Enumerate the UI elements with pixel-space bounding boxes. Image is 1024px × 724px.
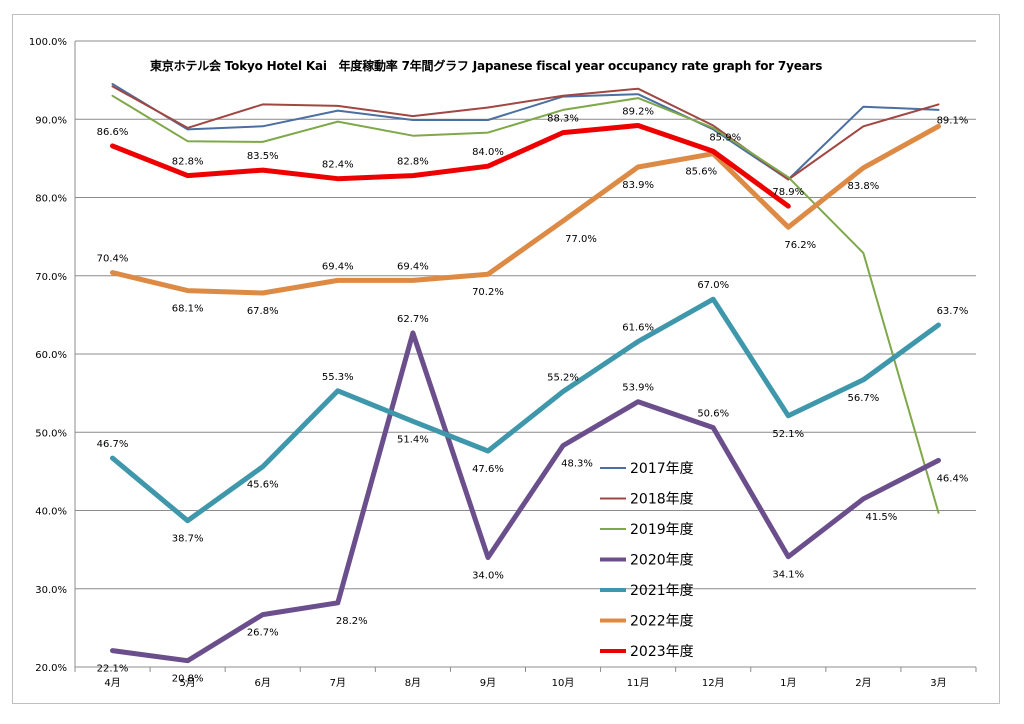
series-line-2020年度 — [110, 330, 941, 664]
data-label: 61.6% — [622, 322, 654, 333]
data-label: 51.4% — [397, 434, 429, 445]
y-tick-label: 30.0% — [35, 585, 67, 596]
data-label: 20.8% — [172, 674, 204, 685]
legend-label: 2018年度 — [630, 492, 694, 508]
data-label: 78.9% — [772, 187, 804, 198]
data-label: 86.6% — [97, 127, 129, 138]
data-label: 63.7% — [937, 306, 969, 317]
data-label: 89.1% — [937, 115, 969, 126]
data-label: 22.1% — [97, 664, 129, 675]
legend-label: 2020年度 — [630, 553, 694, 569]
data-label: 26.7% — [247, 628, 279, 639]
legend-label: 2022年度 — [630, 614, 694, 630]
data-label: 89.2% — [622, 107, 654, 118]
y-tick-label: 20.0% — [35, 663, 67, 674]
y-tick-label: 70.0% — [35, 272, 67, 283]
data-label: 85.6% — [685, 167, 717, 178]
y-tick-label: 40.0% — [35, 507, 67, 518]
series-line-2023年度 — [110, 123, 791, 209]
data-label: 70.4% — [97, 254, 129, 265]
data-label: 69.4% — [397, 261, 429, 272]
x-tick-label: 9月 — [480, 677, 496, 689]
data-label: 70.2% — [472, 287, 504, 298]
data-label: 28.2% — [336, 616, 368, 627]
x-tick-label: 3月 — [930, 677, 946, 689]
y-tick-label: 80.0% — [35, 194, 67, 205]
data-label: 67.8% — [247, 306, 279, 317]
x-tick-label: 6月 — [255, 677, 271, 689]
data-label: 52.1% — [772, 429, 804, 440]
data-label: 62.7% — [397, 314, 429, 325]
data-label: 85.9% — [709, 132, 741, 143]
data-label: 53.9% — [622, 383, 654, 394]
data-label: 55.3% — [322, 372, 354, 383]
data-label: 45.6% — [247, 480, 279, 491]
data-label: 83.8% — [847, 181, 879, 192]
x-tick-label: 7月 — [330, 677, 346, 689]
data-label: 77.0% — [565, 234, 597, 245]
series-line-2022年度 — [110, 123, 941, 296]
data-label: 48.3% — [561, 459, 593, 470]
series-line-2018年度 — [111, 85, 940, 181]
x-tick-label: 4月 — [104, 677, 120, 689]
data-label: 55.2% — [547, 373, 579, 384]
y-tick-label: 90.0% — [35, 115, 67, 126]
data-label: 84.0% — [472, 147, 504, 158]
series-line-2017年度 — [111, 83, 940, 181]
data-label: 88.3% — [547, 114, 579, 125]
data-label: 82.8% — [397, 157, 429, 168]
data-label: 69.4% — [322, 261, 354, 272]
data-label: 82.4% — [322, 160, 354, 171]
data-label: 83.5% — [247, 151, 279, 162]
chart-frame — [12, 14, 1000, 704]
y-tick-label: 50.0% — [35, 428, 67, 439]
data-label: 76.2% — [784, 240, 816, 251]
x-tick-label: 12月 — [702, 677, 725, 689]
data-label: 34.1% — [772, 570, 804, 581]
chart-title: 東京ホテル会 Tokyo Hotel Kai 年度稼動率 7年間グラフ Japa… — [150, 59, 823, 73]
x-tick-label: 8月 — [405, 677, 421, 689]
legend-label: 2023年度 — [630, 644, 694, 660]
data-label: 46.4% — [937, 473, 969, 484]
data-label: 67.0% — [697, 280, 729, 291]
legend-label: 2021年度 — [630, 583, 694, 599]
data-label: 82.8% — [172, 157, 204, 168]
y-tick-label: 100.0% — [29, 37, 67, 48]
data-label: 46.7% — [97, 439, 129, 450]
data-label: 34.0% — [472, 570, 504, 581]
series-line-2021年度 — [110, 296, 941, 524]
x-tick-label: 2月 — [855, 677, 871, 689]
data-label: 38.7% — [172, 534, 204, 545]
series-line-2019年度 — [111, 94, 940, 514]
y-tick-label: 60.0% — [35, 350, 67, 361]
x-tick-label: 1月 — [780, 677, 796, 689]
data-label: 56.7% — [847, 393, 879, 404]
x-tick-label: 11月 — [627, 677, 650, 689]
data-label: 50.6% — [697, 409, 729, 420]
x-tick-label: 5月 — [179, 677, 195, 689]
x-tick-label: 10月 — [552, 677, 575, 689]
data-label: 83.9% — [622, 180, 654, 191]
data-label: 68.1% — [172, 304, 204, 315]
data-label: 41.5% — [865, 512, 897, 523]
legend-label: 2019年度 — [630, 522, 694, 538]
data-label: 47.6% — [472, 464, 504, 475]
legend-label: 2017年度 — [630, 461, 694, 477]
